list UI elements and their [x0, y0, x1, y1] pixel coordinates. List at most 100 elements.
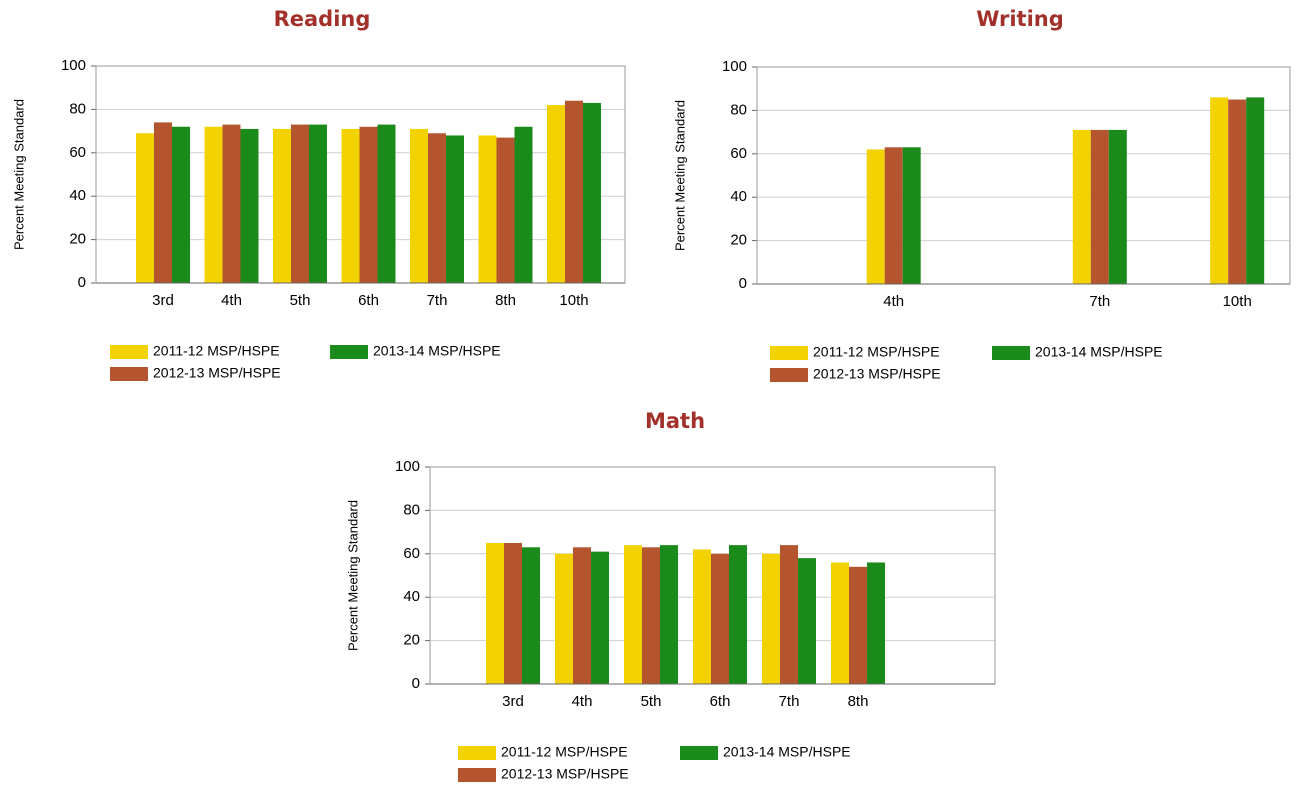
legend-swatch	[458, 768, 496, 782]
x-tick-label: 4th	[883, 293, 904, 310]
legend-label: 2012-13 MSP/HSPE	[813, 366, 941, 382]
y-tick-label: 100	[722, 58, 747, 75]
bar	[172, 126, 190, 283]
bar	[1072, 129, 1091, 284]
y-tick-label: 40	[69, 187, 86, 204]
bar	[496, 137, 515, 283]
x-tick-label: 5th	[290, 292, 311, 309]
y-tick-label: 80	[69, 100, 86, 117]
bar	[762, 553, 780, 684]
bar	[624, 545, 642, 684]
x-tick-label: 4th	[221, 292, 242, 309]
bar	[273, 128, 291, 283]
bar	[642, 547, 660, 684]
y-tick-label: 60	[69, 144, 86, 161]
bar	[573, 547, 591, 684]
bar	[711, 553, 729, 684]
bar	[428, 133, 446, 283]
legend-label: 2011-12 MSP/HSPE	[153, 343, 280, 359]
bar	[410, 128, 428, 283]
bar	[478, 135, 497, 283]
y-tick-label: 60	[730, 145, 747, 162]
legend-swatch	[458, 746, 496, 760]
bar	[1228, 99, 1247, 284]
bar	[565, 100, 583, 283]
y-axis-label: Percent Meeting Standard	[11, 99, 26, 250]
bar	[291, 124, 309, 283]
legend-label: 2013-14 MSP/HSPE	[723, 744, 851, 760]
bar	[798, 558, 816, 684]
y-tick-label: 100	[61, 57, 86, 74]
bar	[693, 549, 711, 684]
bar	[222, 124, 241, 283]
bar	[1210, 97, 1229, 284]
y-tick-label: 80	[730, 101, 747, 118]
bar	[660, 545, 678, 684]
bar	[1108, 129, 1127, 284]
x-tick-label: 10th	[1223, 293, 1252, 310]
bar	[240, 128, 259, 283]
chart-title: Reading	[274, 7, 371, 31]
x-tick-label: 5th	[641, 693, 662, 710]
bar	[446, 135, 464, 283]
y-axis-label: Percent Meeting Standard	[672, 100, 687, 251]
bar	[1246, 97, 1265, 284]
legend-swatch	[330, 345, 368, 359]
bar	[902, 147, 921, 284]
bar	[514, 126, 533, 283]
y-tick-label: 60	[403, 545, 420, 562]
y-tick-label: 100	[395, 458, 420, 475]
y-tick-label: 20	[403, 632, 420, 649]
legend-swatch	[110, 367, 148, 381]
bar	[831, 562, 849, 684]
y-tick-label: 20	[69, 231, 86, 248]
x-tick-label: 10th	[559, 292, 588, 309]
bar	[486, 542, 504, 684]
bar	[849, 566, 867, 684]
x-tick-label: 8th	[495, 292, 516, 309]
legend-swatch	[992, 346, 1030, 360]
legend-swatch	[110, 345, 148, 359]
bar	[555, 553, 573, 684]
y-tick-label: 20	[730, 232, 747, 249]
legend-label: 2012-13 MSP/HSPE	[153, 365, 281, 381]
x-tick-label: 3rd	[502, 693, 524, 710]
legend-label: 2013-14 MSP/HSPE	[373, 343, 501, 359]
plot-frame	[756, 66, 1291, 285]
x-tick-label: 8th	[848, 693, 869, 710]
y-tick-label: 80	[403, 501, 420, 518]
x-tick-label: 3rd	[152, 292, 174, 309]
bar	[547, 105, 565, 283]
bar	[136, 133, 154, 283]
bar	[780, 545, 798, 684]
legend-swatch	[770, 346, 808, 360]
legend-label: 2011-12 MSP/HSPE	[501, 744, 628, 760]
x-tick-label: 4th	[572, 693, 593, 710]
y-tick-label: 40	[403, 588, 420, 605]
bar	[1090, 129, 1109, 284]
bar	[867, 562, 885, 684]
chart-title: Writing	[976, 7, 1064, 31]
x-tick-label: 6th	[358, 292, 379, 309]
chart-title: Math	[645, 409, 705, 433]
bar	[359, 126, 378, 283]
x-tick-label: 6th	[710, 693, 731, 710]
y-tick-label: 0	[412, 675, 420, 692]
x-tick-label: 7th	[427, 292, 448, 309]
bar	[522, 547, 540, 684]
y-axis-label: Percent Meeting Standard	[345, 500, 360, 651]
x-tick-label: 7th	[779, 693, 800, 710]
bar	[309, 124, 327, 283]
legend-label: 2011-12 MSP/HSPE	[813, 344, 940, 360]
bar	[729, 545, 747, 684]
bar	[884, 147, 903, 284]
x-tick-label: 7th	[1089, 293, 1110, 310]
legend-label: 2013-14 MSP/HSPE	[1035, 344, 1163, 360]
bar	[154, 122, 172, 283]
legend-swatch	[680, 746, 718, 760]
bar	[583, 102, 601, 283]
legend-swatch	[770, 368, 808, 382]
bar	[591, 551, 609, 684]
bar	[504, 542, 522, 684]
